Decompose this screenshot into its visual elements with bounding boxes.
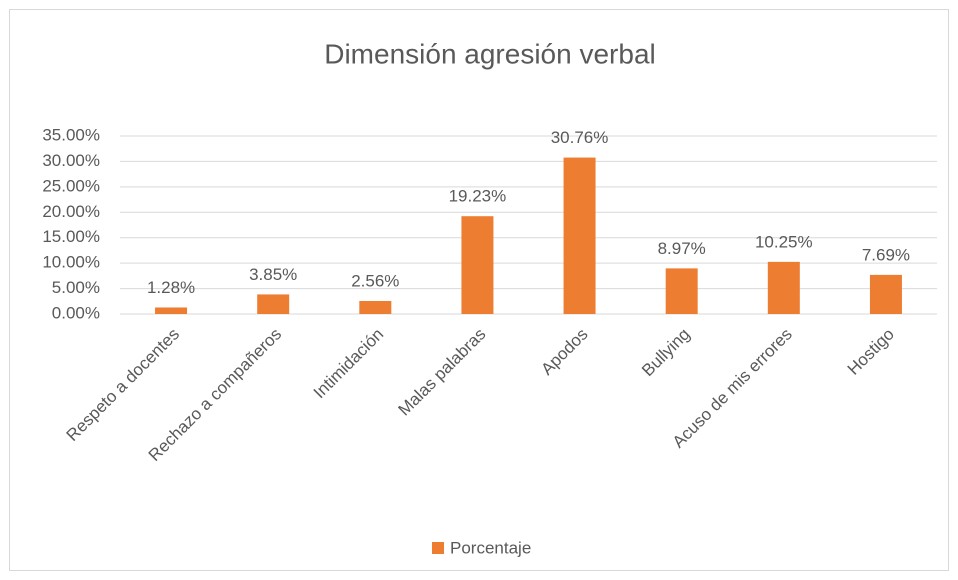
data-label: 8.97%: [658, 239, 706, 258]
y-tick-label: 10.00%: [42, 253, 100, 272]
y-tick-label: 20.00%: [42, 202, 100, 221]
bar: [869, 274, 902, 314]
data-label: 10.25%: [755, 232, 813, 251]
y-tick-label: 25.00%: [42, 176, 100, 195]
bar: [563, 157, 596, 314]
bar: [767, 261, 800, 314]
bar: [359, 300, 392, 314]
bar: [665, 268, 698, 314]
data-label: 1.28%: [147, 278, 195, 297]
data-label: 30.76%: [551, 128, 609, 147]
bar: [461, 216, 494, 314]
legend-label: Porcentaje: [450, 538, 531, 557]
chart-title: Dimensión agresión verbal: [324, 38, 656, 69]
bar: [155, 307, 188, 314]
data-label: 3.85%: [249, 265, 297, 284]
bar: [257, 294, 290, 314]
y-tick-label: 0.00%: [52, 303, 100, 322]
data-label: 7.69%: [862, 245, 910, 264]
legend-swatch: [432, 542, 444, 554]
y-tick-label: 15.00%: [42, 227, 100, 246]
y-tick-label: 5.00%: [52, 278, 100, 297]
data-label: 2.56%: [351, 271, 399, 290]
y-tick-label: 30.00%: [42, 151, 100, 170]
data-label: 19.23%: [449, 187, 507, 206]
y-tick-label: 35.00%: [42, 125, 100, 144]
